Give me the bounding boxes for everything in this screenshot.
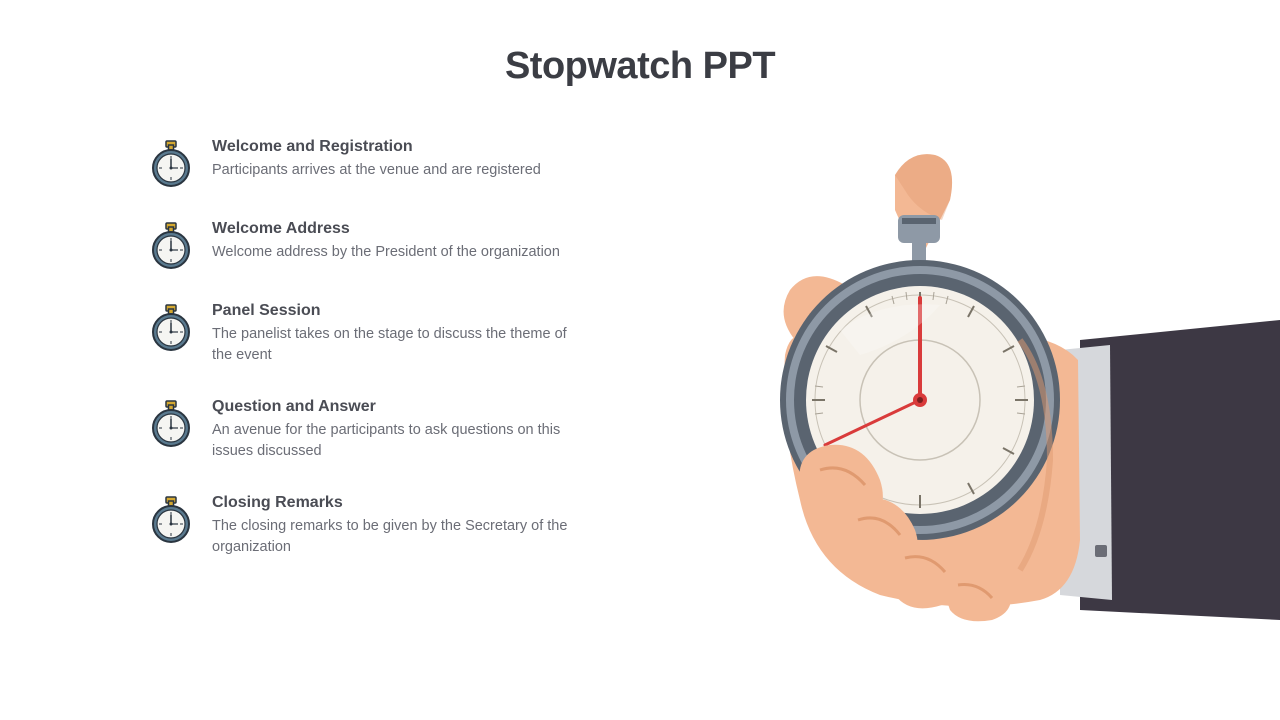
agenda-list: Welcome and Registration Participants ar… [150,138,570,590]
agenda-item-description: Participants arrives at the venue and ar… [212,160,570,181]
agenda-item: Welcome Address Welcome address by the P… [150,220,570,270]
agenda-item-text: Welcome Address Welcome address by the P… [212,220,570,263]
agenda-item-description: An avenue for the participants to ask qu… [212,420,570,462]
agenda-item-heading: Closing Remarks [212,494,570,512]
agenda-item-heading: Welcome and Registration [212,138,570,156]
stopwatch-icon [150,140,192,188]
agenda-item-text: Question and Answer An avenue for the pa… [212,398,570,462]
stopwatch-icon [150,304,192,352]
agenda-item-heading: Question and Answer [212,398,570,416]
agenda-item-description: The closing remarks to be given by the S… [212,516,570,558]
slide-title: Stopwatch PPT [0,0,1280,88]
stopwatch-icon [150,496,192,544]
agenda-item: Welcome and Registration Participants ar… [150,138,570,188]
agenda-item-text: Welcome and Registration Participants ar… [212,138,570,181]
stopwatch-icon [150,400,192,448]
agenda-item-text: Panel Session The panelist takes on the … [212,302,570,366]
agenda-item: Closing Remarks The closing remarks to b… [150,494,570,558]
hand-stopwatch-illustration [680,140,1280,660]
agenda-item: Question and Answer An avenue for the pa… [150,398,570,462]
agenda-item-description: Welcome address by the President of the … [212,242,570,263]
agenda-item-heading: Panel Session [212,302,570,320]
agenda-item-description: The panelist takes on the stage to discu… [212,324,570,366]
stopwatch-icon [150,222,192,270]
agenda-item-heading: Welcome Address [212,220,570,238]
agenda-item-text: Closing Remarks The closing remarks to b… [212,494,570,558]
agenda-item: Panel Session The panelist takes on the … [150,302,570,366]
